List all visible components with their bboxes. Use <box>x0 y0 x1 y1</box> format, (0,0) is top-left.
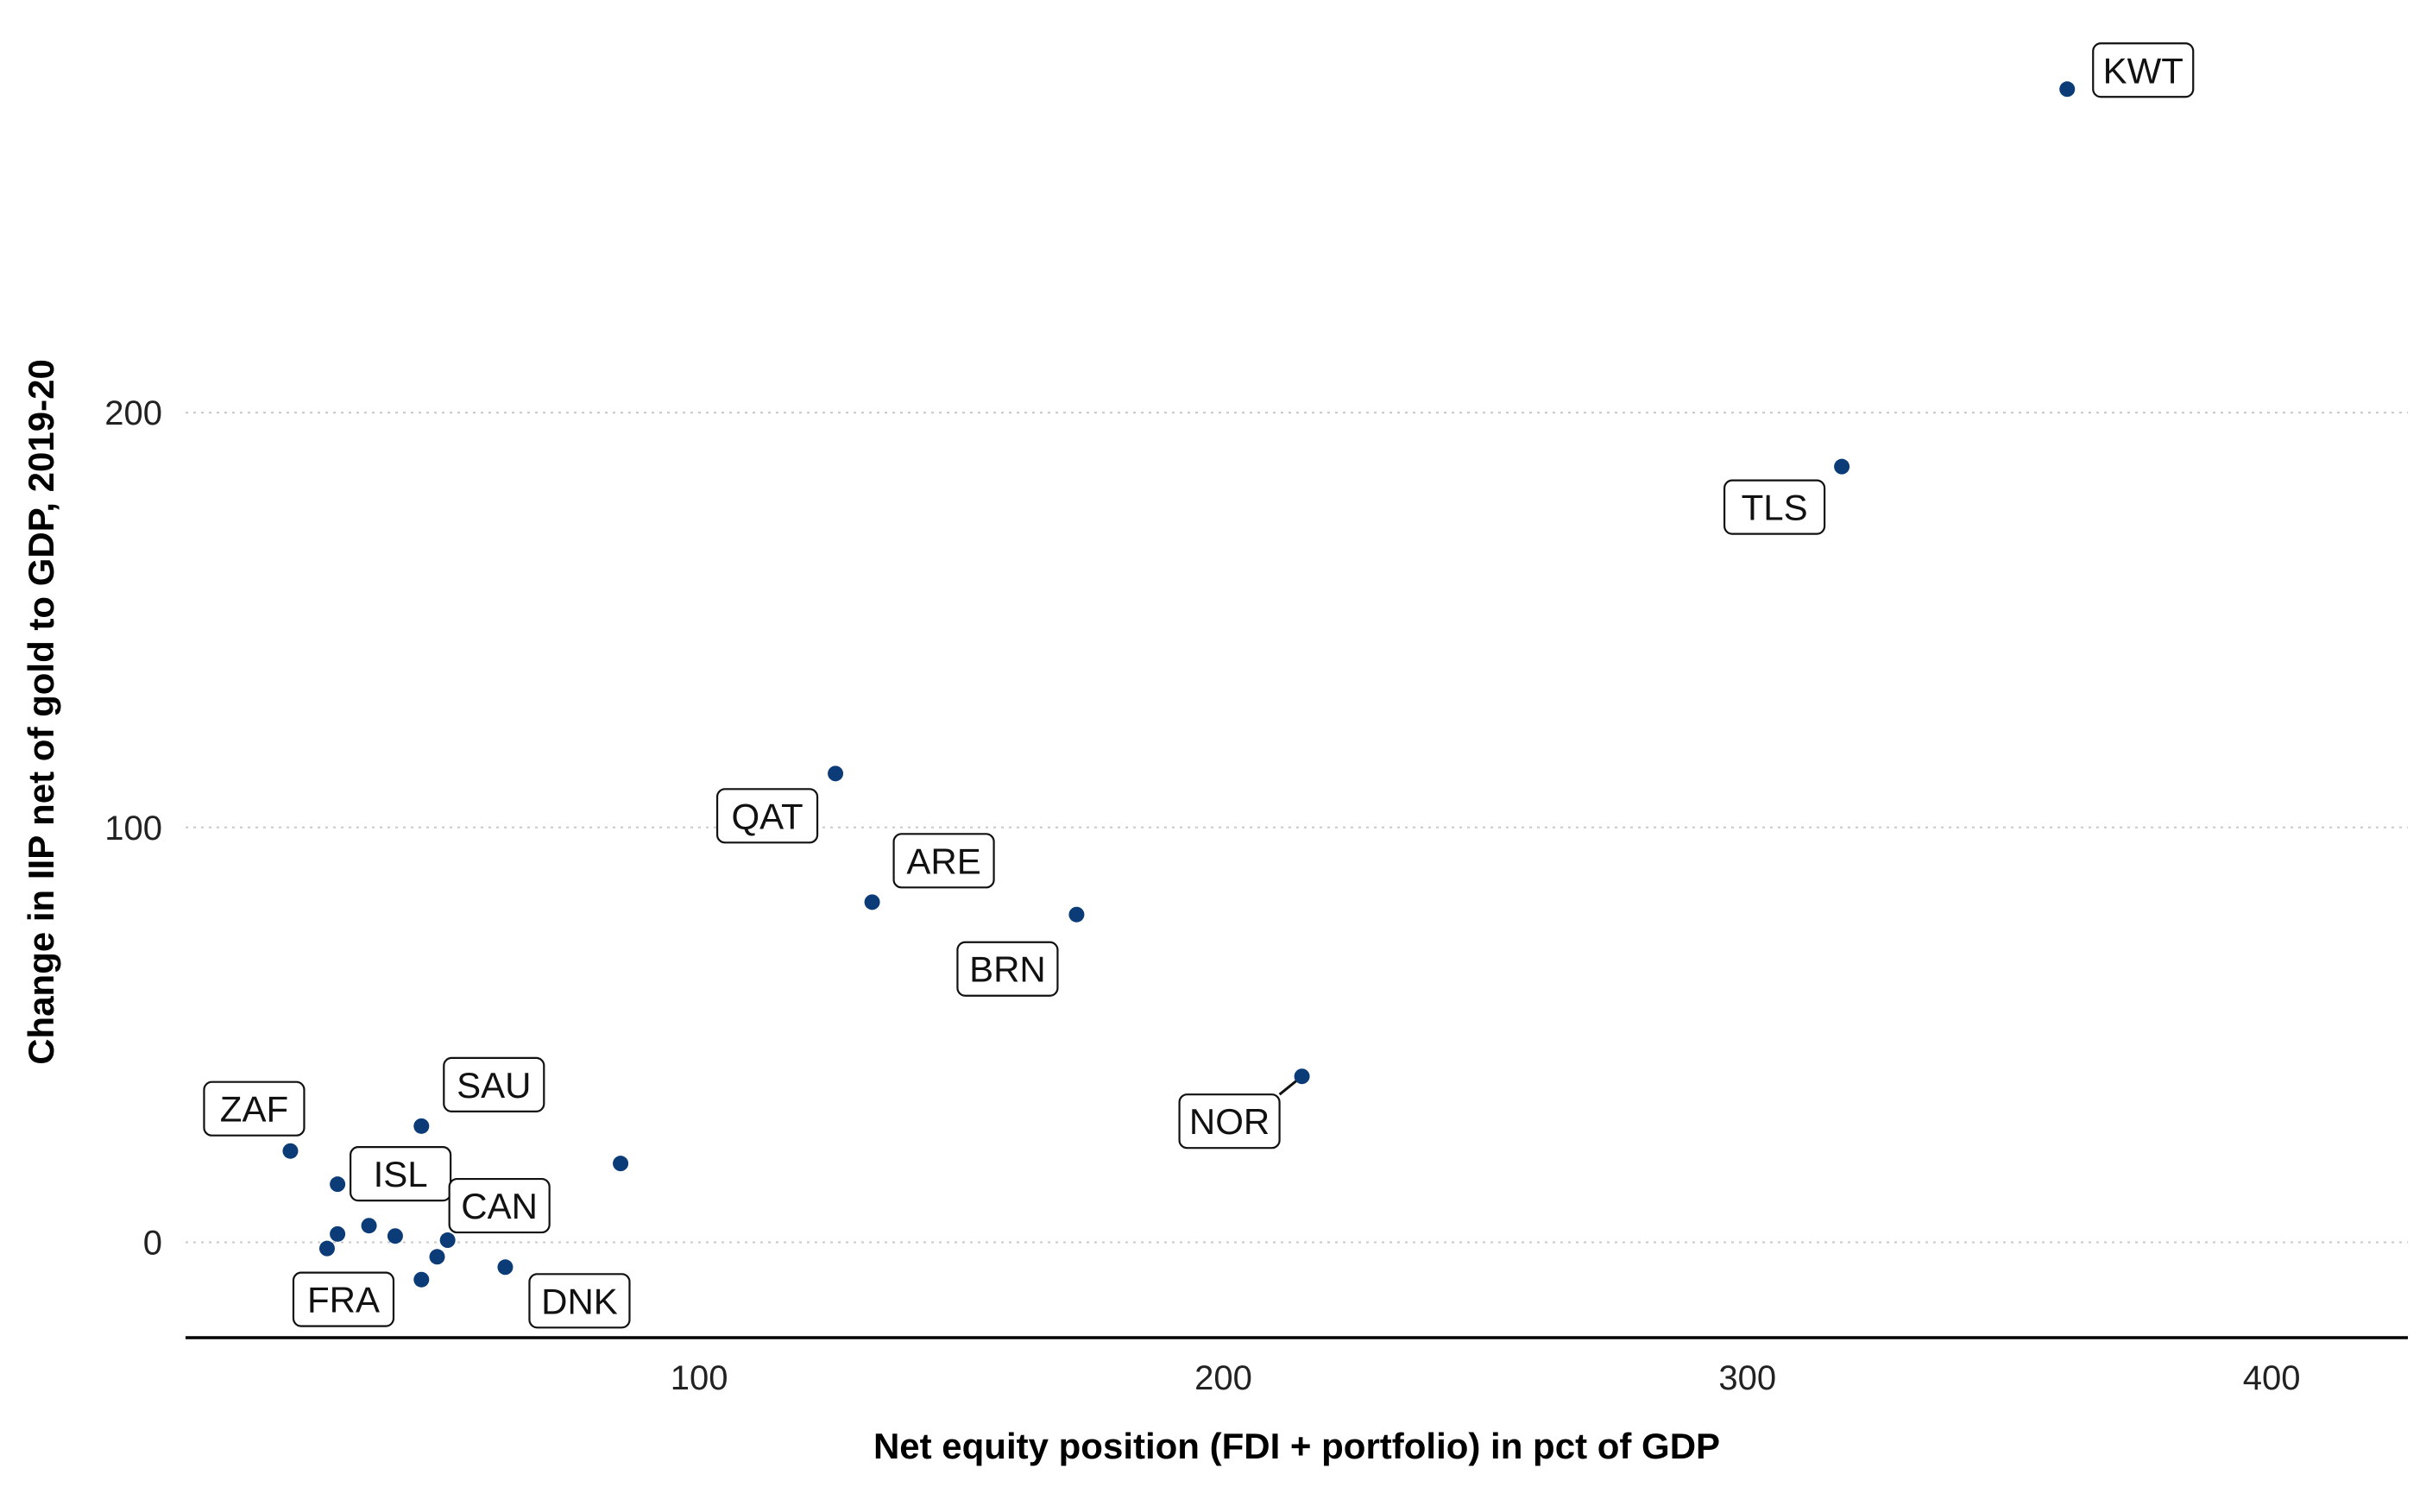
point-label-zaf: ZAF <box>203 1080 306 1137</box>
data-point-are <box>864 894 880 910</box>
label-box <box>2092 42 2195 98</box>
y-tick-label: 200 <box>104 394 162 432</box>
point-label-isl: ISL <box>350 1146 452 1202</box>
label-text: QAT <box>731 796 803 836</box>
label-box <box>203 1080 306 1137</box>
data-point <box>413 1271 430 1288</box>
label-text: ISL <box>374 1154 428 1194</box>
label-box <box>350 1146 452 1202</box>
point-label-fra: FRA <box>292 1271 395 1327</box>
data-point-brn <box>1068 906 1085 923</box>
label-text: KWT <box>2103 50 2183 91</box>
label-box <box>448 1177 551 1234</box>
label-text: BRN <box>969 949 1046 990</box>
gridlines <box>186 412 2408 1244</box>
data-point-sau <box>413 1118 430 1134</box>
x-tick-label: 400 <box>2243 1359 2301 1397</box>
point-label-qat: QAT <box>715 788 819 844</box>
label-text: CAN <box>461 1186 538 1226</box>
label-text: NOR <box>1189 1101 1270 1142</box>
data-points <box>282 81 2076 1288</box>
data-point-isl <box>330 1176 346 1193</box>
point-label-tls: TLS <box>1723 479 1826 535</box>
label-text: ZAF <box>220 1089 288 1130</box>
data-point-kwt <box>2059 81 2076 98</box>
data-point <box>361 1218 377 1234</box>
point-label-dnk: DNK <box>528 1273 631 1329</box>
point-labels: KWT TLS QAT ARE BRN NOR SAU ZAF ISL CAN FRA DNK <box>203 42 2195 1329</box>
x-axis-title: Net equity position (FDI + portfolio) in… <box>873 1426 1720 1466</box>
x-tick-label: 100 <box>671 1359 728 1397</box>
data-point-qat <box>828 765 844 782</box>
label-box <box>715 788 819 844</box>
data-point-fra <box>318 1240 335 1257</box>
label-box <box>1723 479 1826 535</box>
y-tick-label: 0 <box>143 1224 162 1262</box>
label-box <box>892 833 995 889</box>
label-text: SAU <box>457 1065 531 1106</box>
point-label-sau: SAU <box>443 1056 545 1112</box>
data-point <box>429 1249 445 1265</box>
y-axis-title: Change in IIP net of gold to GDP, 2019-2… <box>21 359 61 1065</box>
label-box <box>292 1271 395 1327</box>
label-text: FRA <box>307 1280 380 1320</box>
data-point-zaf <box>282 1143 299 1159</box>
label-box <box>956 941 1059 997</box>
data-point-dnk <box>497 1259 514 1276</box>
label-box <box>443 1056 545 1112</box>
x-tick-label: 200 <box>1194 1359 1252 1397</box>
data-point-nor <box>1294 1068 1310 1085</box>
x-tick-label: 300 <box>1718 1359 1776 1397</box>
label-box <box>1178 1093 1281 1150</box>
point-label-brn: BRN <box>956 941 1059 997</box>
point-label-kwt: KWT <box>2092 42 2195 98</box>
data-point-tls <box>1834 458 1850 475</box>
point-label-nor: NOR <box>1178 1093 1281 1150</box>
y-tick-label: 100 <box>104 810 162 847</box>
label-box <box>528 1273 631 1329</box>
data-point <box>613 1156 629 1172</box>
data-point <box>387 1228 403 1244</box>
label-text: DNK <box>541 1281 618 1321</box>
point-label-are: ARE <box>892 833 995 889</box>
axes: 0 100 200 100 200 300 400 <box>104 394 2408 1397</box>
label-text: TLS <box>1742 488 1808 528</box>
data-point-can <box>439 1232 456 1249</box>
data-point <box>330 1225 346 1242</box>
label-text: ARE <box>906 841 980 881</box>
point-label-can: CAN <box>448 1177 551 1234</box>
